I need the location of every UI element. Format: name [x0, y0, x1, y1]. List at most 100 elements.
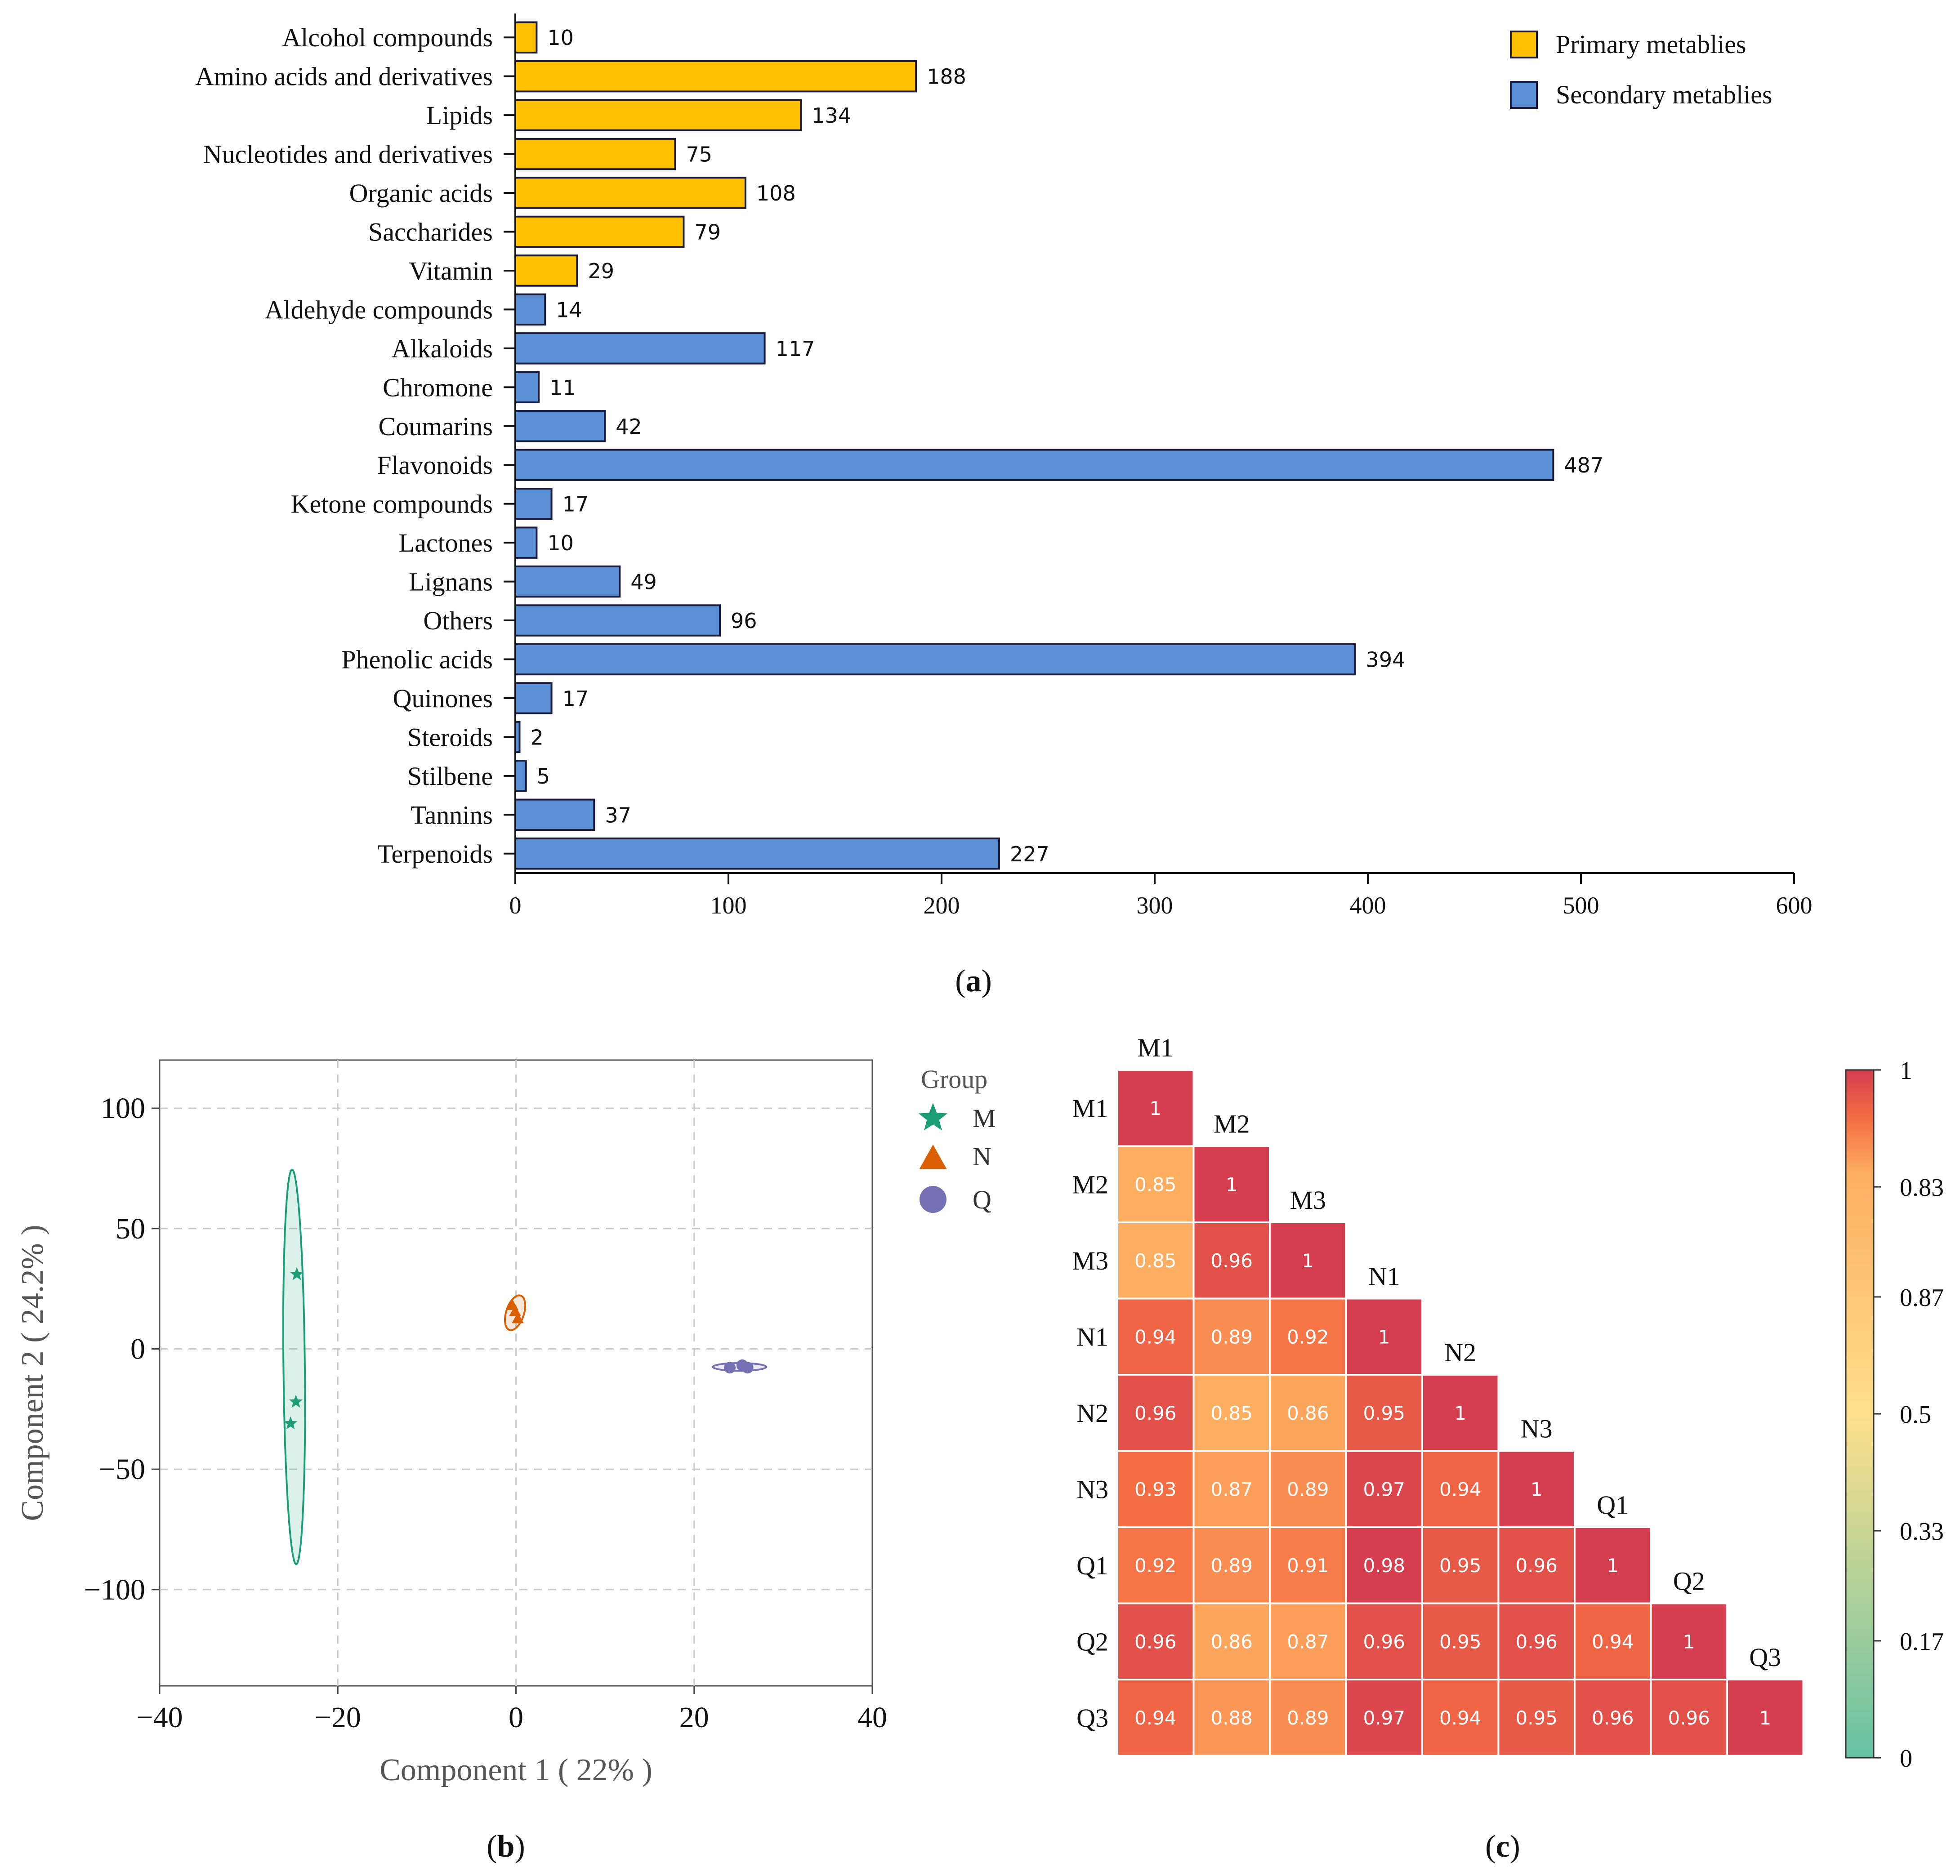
cell-value: 0.87 [1210, 1478, 1253, 1500]
cell-value: 0.89 [1210, 1326, 1253, 1348]
category-label: Saccharides [368, 218, 493, 247]
cell-value: 1 [1454, 1402, 1466, 1424]
heatmap-cell [1421, 1450, 1500, 1528]
cell-value: 1 [1226, 1173, 1238, 1195]
category-label: Lactones [399, 528, 493, 557]
heatmap-cell [1650, 1602, 1728, 1680]
data-label: 96 [731, 609, 757, 633]
row-label: N2 [1076, 1399, 1108, 1428]
heatmap-cell [1192, 1679, 1271, 1757]
row-label: Q2 [1076, 1627, 1108, 1656]
cell-value: 1 [1607, 1555, 1619, 1577]
bar [514, 643, 1356, 676]
colorbar-tick-label: 0.87 [1900, 1284, 1944, 1312]
colorbar-tick-label: 1 [1900, 1057, 1912, 1085]
y-tick-label: 100 [101, 1092, 145, 1125]
y-tick-label: 50 [116, 1212, 145, 1245]
column-label: M3 [1290, 1185, 1326, 1215]
row-label: N1 [1076, 1322, 1108, 1351]
heatmap-cell [1345, 1679, 1423, 1757]
data-label: 17 [563, 686, 589, 711]
bar [514, 254, 578, 287]
data-label: 117 [776, 337, 815, 361]
cell-value: 0.94 [1592, 1631, 1634, 1653]
row-label: Q3 [1076, 1703, 1108, 1733]
heatmap-cell [1345, 1297, 1423, 1376]
heatmap-cell [1116, 1450, 1195, 1528]
bar [514, 60, 917, 93]
cell-value: 0.97 [1363, 1707, 1405, 1729]
y-axis-label: Component 2 ( 24.2% ) [15, 1225, 50, 1521]
x-axis-label: Component 1 ( 22% ) [379, 1753, 652, 1787]
bar [514, 526, 538, 559]
bar [514, 138, 676, 170]
cell-value: 0.88 [1210, 1707, 1253, 1729]
data-label: 17 [563, 492, 589, 517]
row-label: M1 [1072, 1094, 1108, 1123]
row-label: M3 [1072, 1246, 1108, 1275]
legend-label: M [973, 1104, 996, 1133]
data-label: 79 [694, 220, 721, 245]
bar [514, 410, 606, 442]
category-label: Others [423, 606, 493, 635]
cell-value: 0.93 [1134, 1478, 1177, 1500]
category-label: Nucleotides and derivatives [203, 140, 493, 169]
legend-label: Secondary metablies [1556, 80, 1772, 109]
cell-value: 0.95 [1439, 1631, 1482, 1653]
data-label: 75 [686, 143, 713, 167]
data-label: 188 [927, 65, 966, 89]
column-label: N2 [1444, 1338, 1476, 1367]
cell-value: 0.87 [1287, 1631, 1329, 1653]
heatmap-cell [1192, 1221, 1271, 1300]
column-label: M2 [1214, 1110, 1250, 1139]
bar [514, 21, 538, 53]
cell-value: 0.96 [1134, 1402, 1177, 1424]
data-label: 49 [630, 570, 657, 594]
category-label: Flavonoids [377, 450, 493, 480]
confidence-ellipse-M [282, 1168, 306, 1565]
y-tick-label: −100 [84, 1573, 145, 1606]
heatmap-cell [1192, 1145, 1271, 1223]
bar [514, 332, 766, 365]
cell-value: 0.89 [1287, 1707, 1329, 1729]
legend-label: Q [973, 1185, 991, 1214]
bar [514, 682, 553, 714]
x-tick-label: 300 [1137, 892, 1173, 919]
heatmap-cell [1192, 1526, 1271, 1604]
data-label: 11 [549, 375, 576, 400]
data-point-M [284, 1416, 298, 1430]
bar [514, 487, 553, 520]
colorbar [1845, 1069, 1875, 1759]
category-label: Ketone compounds [291, 490, 493, 519]
legend-marker-Q [920, 1186, 947, 1213]
heatmap-cell [1116, 1145, 1195, 1223]
data-point-Q [724, 1362, 736, 1374]
heatmap-cell [1269, 1602, 1347, 1680]
bar [514, 371, 540, 404]
heatmap-cell [1574, 1526, 1652, 1604]
data-point-M [290, 1267, 304, 1280]
category-label: Vitamin [409, 256, 493, 285]
heatmap-cell [1192, 1374, 1271, 1452]
column-label: M1 [1137, 1033, 1174, 1062]
category-label: Tannins [411, 800, 493, 829]
heatmap-cell [1116, 1679, 1195, 1757]
bar [514, 99, 802, 131]
data-label: 487 [1564, 453, 1603, 477]
colorbar-tick-label: 0 [1900, 1745, 1912, 1773]
cell-value: 0.85 [1134, 1173, 1177, 1195]
cell-value: 0.95 [1363, 1402, 1405, 1424]
bar [514, 604, 721, 637]
panel-label: (b) [487, 1829, 525, 1864]
x-tick-label: 0 [509, 1701, 523, 1734]
heatmap-cell [1269, 1679, 1347, 1757]
column-label: N3 [1521, 1414, 1553, 1444]
cell-value: 0.95 [1515, 1707, 1558, 1729]
heatmap-cell [1497, 1679, 1576, 1757]
data-label: 5 [537, 764, 550, 789]
category-label: Amino acids and derivatives [195, 62, 493, 91]
data-label: 14 [556, 298, 582, 322]
category-label: Steroids [407, 722, 493, 752]
heatmap-cell [1116, 1374, 1195, 1452]
heatmap-cell [1116, 1069, 1195, 1147]
